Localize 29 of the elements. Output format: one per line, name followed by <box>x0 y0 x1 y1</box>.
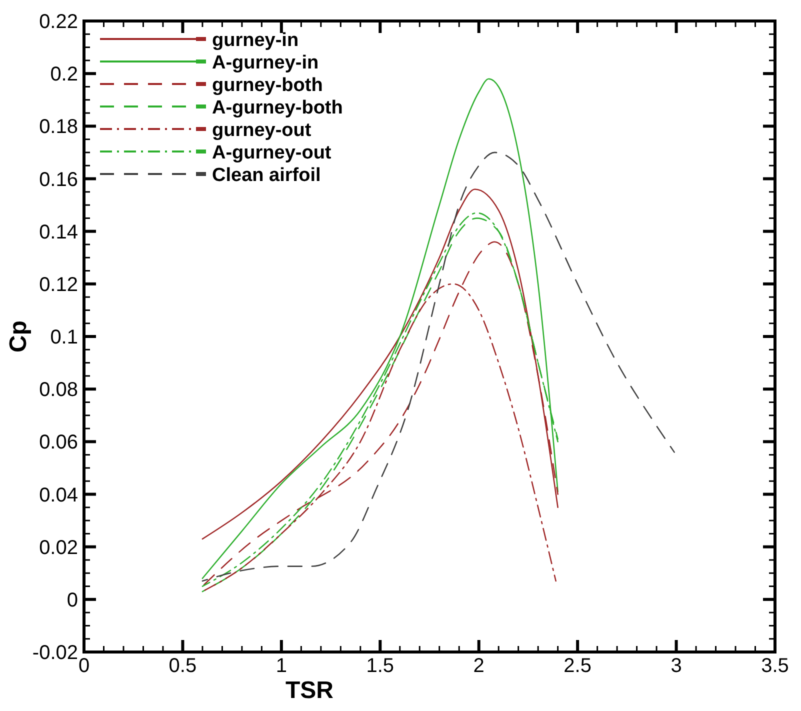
x-tick-label: 2 <box>473 655 484 677</box>
legend-label: gurney-in <box>212 30 299 51</box>
legend-label: Clean airfoil <box>212 165 321 186</box>
y-axis-title: Cp <box>5 320 32 352</box>
legend-label: A-gurney-both <box>212 98 343 118</box>
y-tick-label: 0.16 <box>39 168 78 191</box>
x-tick-label: 3.5 <box>761 655 789 677</box>
x-tick-label: 0.5 <box>168 655 197 677</box>
legend-label: gurney-both <box>212 75 323 96</box>
x-tick-label: 1.5 <box>366 655 394 677</box>
x-tick-label: 2.5 <box>564 655 592 677</box>
y-tick-label: 0.06 <box>39 432 78 454</box>
y-tick-label: 0.22 <box>39 11 78 33</box>
legend-label: gurney-out <box>212 120 312 141</box>
y-tick-label: 0.08 <box>39 379 78 402</box>
y-tick-label: 0.1 <box>50 326 78 348</box>
legend-label: A-gurney-in <box>212 52 319 74</box>
y-tick-label: 0 <box>66 589 78 612</box>
y-tick-label: 0.18 <box>39 116 78 138</box>
y-tick-label: 0.14 <box>39 221 78 244</box>
x-tick-label: 1 <box>276 655 287 677</box>
y-tick-label: 0.2 <box>50 64 78 86</box>
x-axis-title: TSR <box>286 677 334 704</box>
x-tick-label: 3 <box>670 655 682 677</box>
legend-label: A-gurney-out <box>212 142 332 164</box>
y-tick-label: -0.02 <box>32 642 78 664</box>
y-tick-label: 0.02 <box>39 536 78 559</box>
y-tick-label: 0.12 <box>39 274 78 296</box>
y-tick-label: 0.04 <box>39 484 78 506</box>
